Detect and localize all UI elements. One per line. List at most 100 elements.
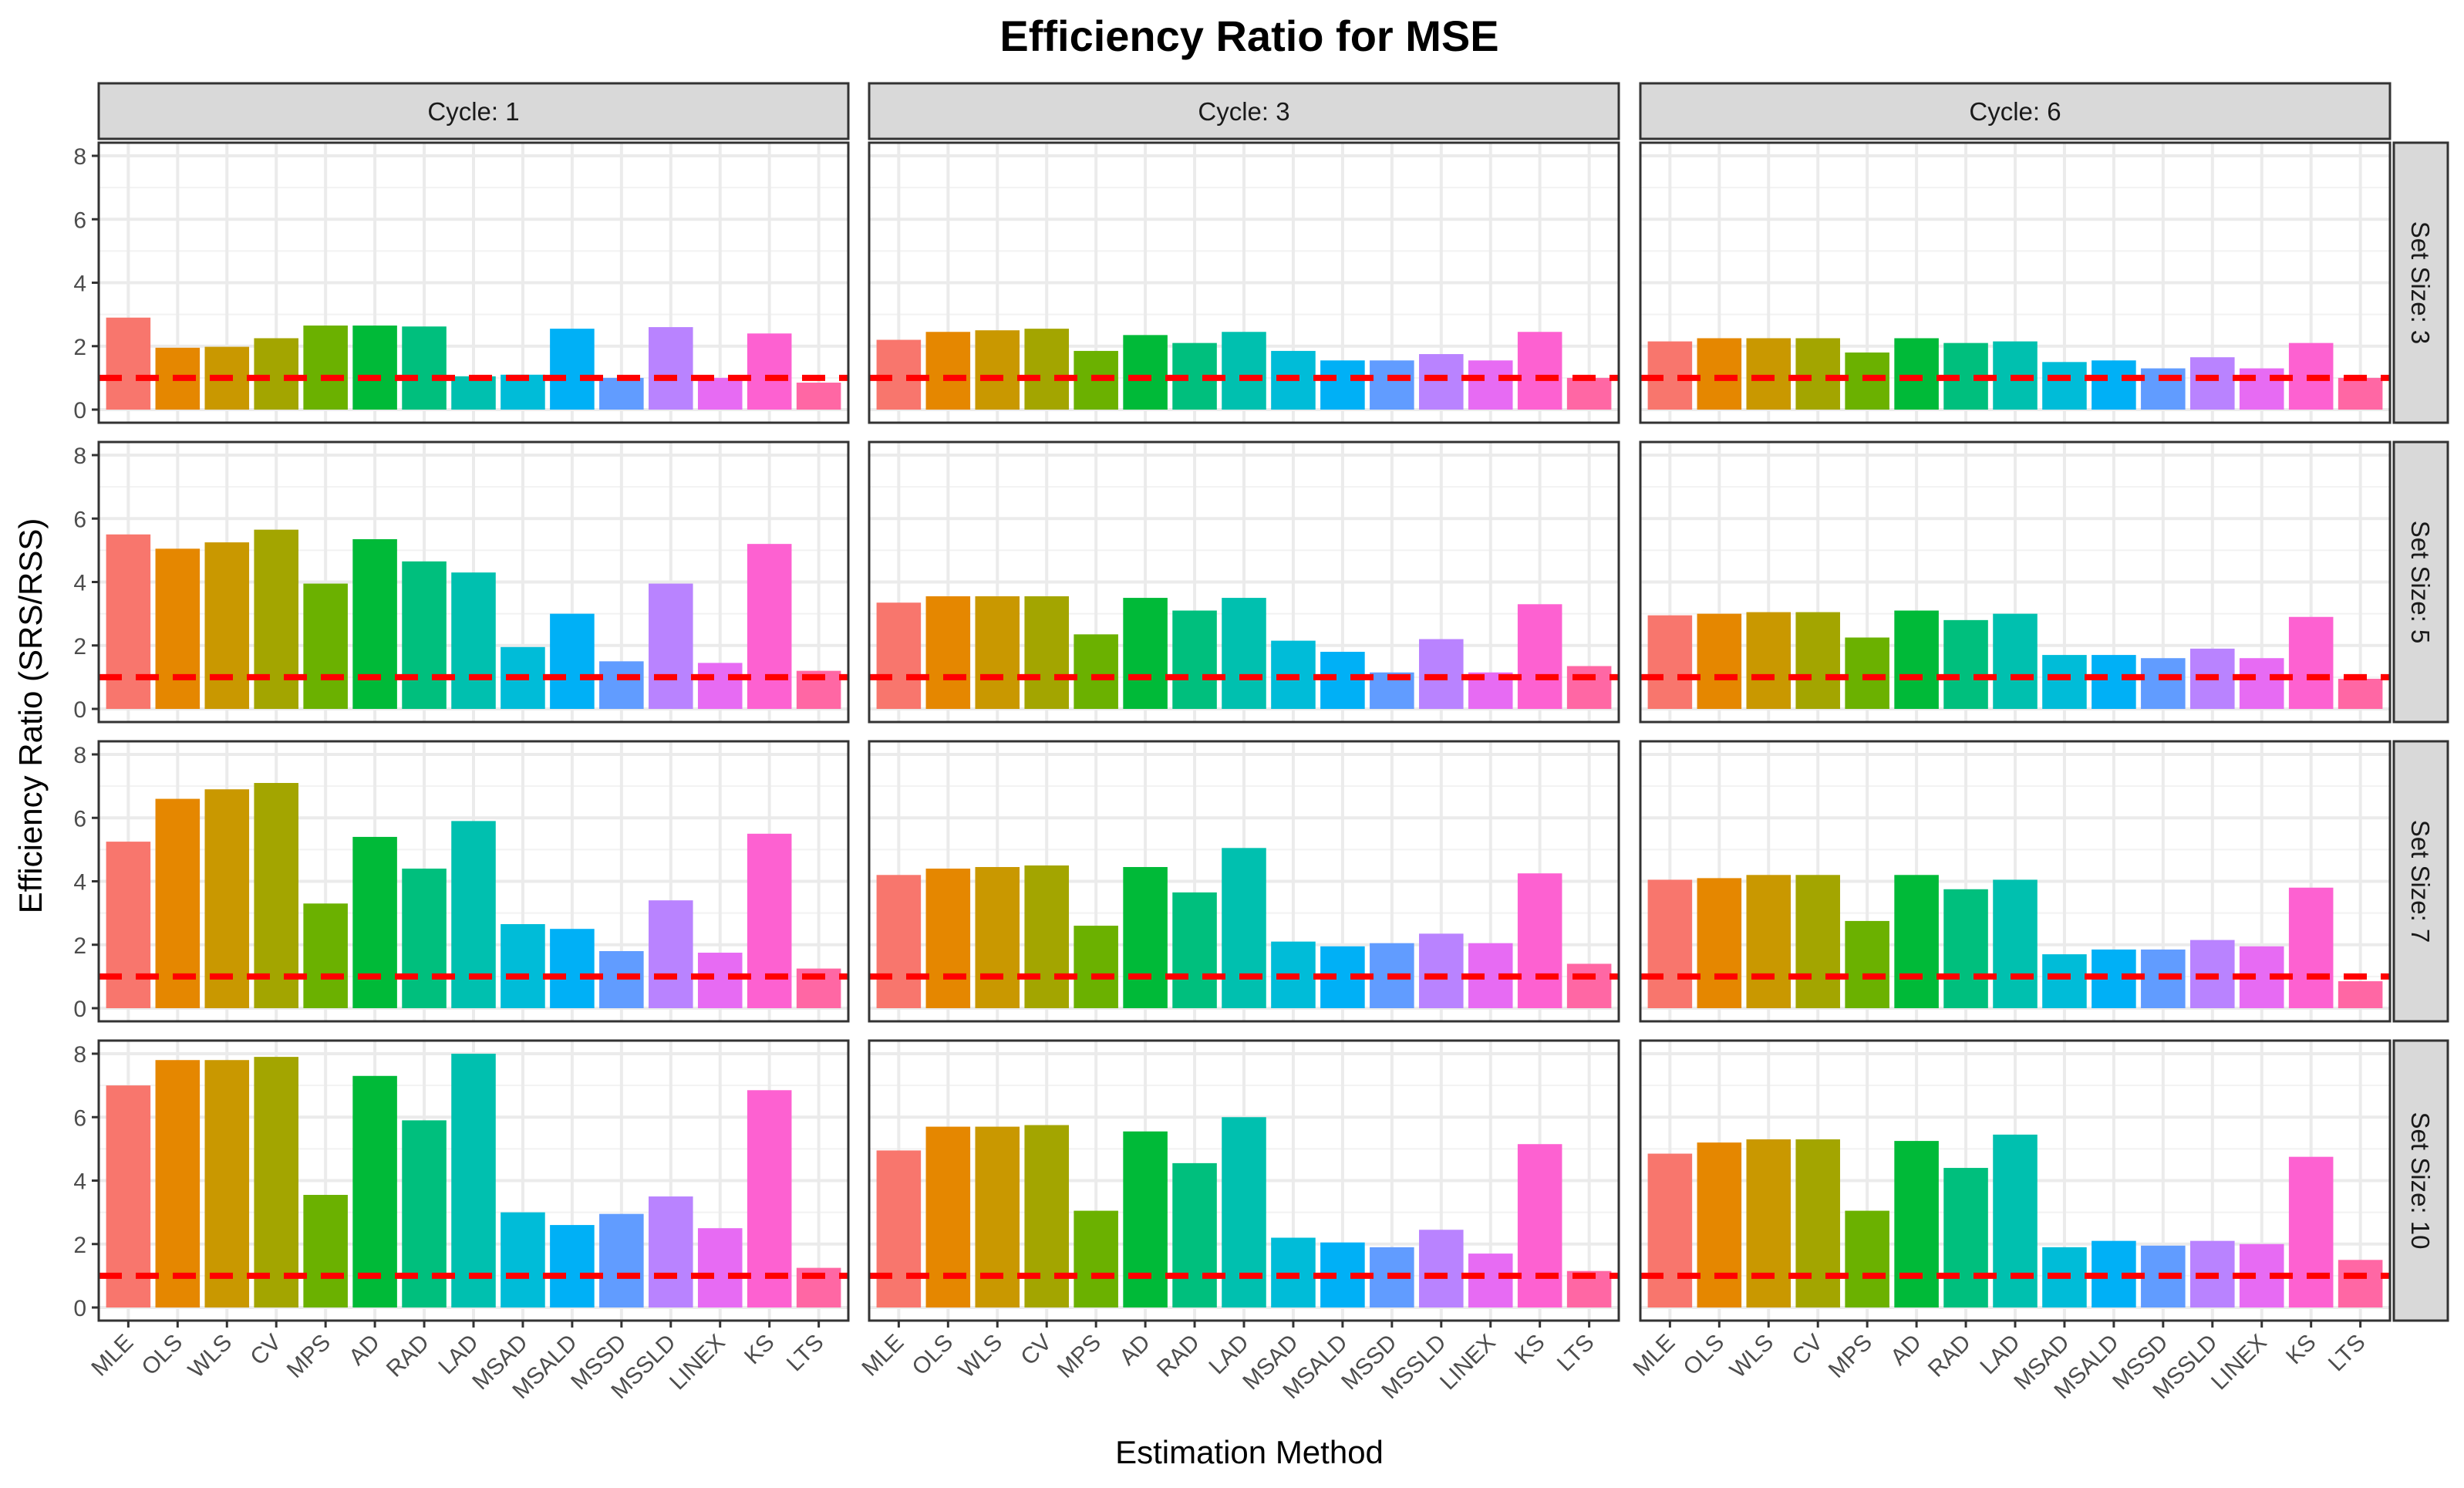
bar-lts (796, 383, 841, 410)
panel-set-size-3-cycle-6 (1639, 141, 2392, 424)
bar-ols (155, 1060, 201, 1307)
bar-ad (352, 538, 397, 709)
bar-ks (1517, 604, 1562, 709)
bar-wls (1746, 612, 1792, 709)
y-tick-label: 2 (73, 335, 86, 360)
strip-label-cycle-3: Cycle: 3 (1198, 97, 1289, 126)
bar-linex (697, 1228, 743, 1307)
bar-msald (550, 329, 595, 410)
bar-wls (1746, 875, 1792, 1008)
bar-mssld (1419, 933, 1464, 1008)
bar-wls (204, 542, 250, 709)
bar-msad (2042, 655, 2087, 709)
bar-linex (2239, 368, 2284, 410)
bar-mle (106, 317, 151, 410)
strip-cycle-6 (1639, 82, 2392, 140)
bar-ks (1517, 1144, 1562, 1307)
bar-ks (2288, 1156, 2334, 1307)
bar-lad (1222, 1117, 1266, 1307)
bar-mssld (649, 327, 693, 410)
y-tick-label: 6 (73, 208, 86, 233)
y-tick-label: 4 (73, 870, 86, 896)
x-tick-label-lts: LTS (2324, 1330, 2371, 1377)
x-tick-label-rad: RAD (382, 1330, 434, 1382)
bar-cv (1795, 875, 1840, 1008)
bar-msald (550, 613, 595, 709)
bar-cv (1024, 1125, 1069, 1307)
y-tick-label: 6 (73, 507, 86, 532)
bar-ks (747, 833, 792, 1008)
bar-ols (1697, 613, 1742, 709)
bar-lts (2338, 1260, 2383, 1307)
x-tick-label-mps: MPS (1824, 1330, 1877, 1383)
bar-ols (925, 1126, 971, 1307)
bar-ad (352, 836, 397, 1008)
bar-rad (1943, 1168, 1988, 1307)
x-tick-label-wls: WLS (1725, 1330, 1778, 1383)
bar-linex (1468, 360, 1513, 410)
x-tick-label-mle: MLE (86, 1330, 138, 1382)
strip-label-cycle-1: Cycle: 1 (427, 97, 519, 126)
bar-mps (303, 903, 348, 1008)
bar-lad (451, 821, 496, 1008)
bar-ks (747, 333, 792, 410)
bar-mle (876, 875, 922, 1008)
x-tick-label-cv: CV (1016, 1330, 1057, 1371)
y-tick-label: 2 (73, 1233, 86, 1258)
bar-cv (254, 783, 298, 1008)
bar-mps (1845, 637, 1889, 709)
bar-ols (925, 332, 971, 410)
panel-set-size-7-cycle-3 (868, 740, 1620, 1023)
bar-msald (1320, 360, 1365, 410)
bar-wls (975, 866, 1020, 1008)
strip-label-cycle-6: Cycle: 6 (1969, 97, 2061, 126)
bar-lts (2338, 377, 2383, 410)
bar-ad (352, 326, 397, 410)
bar-mle (876, 339, 922, 410)
bar-mssd (2141, 658, 2186, 709)
y-tick-label: 8 (73, 444, 86, 469)
bar-mssd (2141, 368, 2186, 410)
panel-border (1639, 740, 2392, 1023)
panel-border (1639, 141, 2392, 424)
bar-linex (697, 953, 743, 1008)
panel-set-size-5-cycle-6 (1639, 440, 2392, 724)
bar-mssd (1370, 360, 1414, 410)
bar-lad (451, 376, 496, 410)
bar-ad (1123, 335, 1168, 410)
y-axis-title: Efficiency Ratio (SRS/RSS) (12, 518, 49, 914)
bar-msad (2042, 954, 2087, 1008)
bar-msad (2042, 362, 2087, 410)
strip-label-set-size-3: Set Size: 3 (2406, 221, 2435, 345)
strip-set-size-10 (2392, 1039, 2449, 1322)
bar-cv (254, 529, 298, 709)
x-tick-label-rad: RAD (1923, 1330, 1976, 1382)
x-tick-label-ad: AD (1114, 1330, 1155, 1371)
bar-rad (402, 561, 447, 709)
bar-mssld (1419, 639, 1464, 709)
strip-cycle-3 (868, 82, 1620, 140)
bar-lad (1222, 598, 1266, 709)
bar-mps (1845, 920, 1889, 1008)
x-tick-label-wls: WLS (184, 1330, 237, 1383)
y-tick-label: 0 (73, 398, 86, 423)
bar-lad (1993, 879, 2038, 1008)
bar-msald (2092, 655, 2136, 709)
bar-msad (501, 924, 545, 1008)
bar-cv (1795, 612, 1840, 709)
y-tick-label: 8 (73, 1042, 86, 1068)
bar-lad (1993, 613, 2038, 709)
bar-ad (1123, 1131, 1168, 1307)
y-tick-label: 0 (73, 1296, 86, 1321)
y-tick-label: 4 (73, 1169, 86, 1195)
bar-mle (106, 534, 151, 709)
panel-border (868, 141, 1620, 424)
x-axis-title: Estimation Method (1115, 1434, 1384, 1470)
bar-lts (1566, 377, 1612, 410)
bar-ks (1517, 332, 1562, 410)
bar-wls (1746, 338, 1792, 410)
x-tick-label-cv: CV (1787, 1330, 1828, 1371)
bar-ad (352, 1075, 397, 1307)
strip-cycle-1 (97, 82, 850, 140)
bar-linex (697, 377, 743, 410)
